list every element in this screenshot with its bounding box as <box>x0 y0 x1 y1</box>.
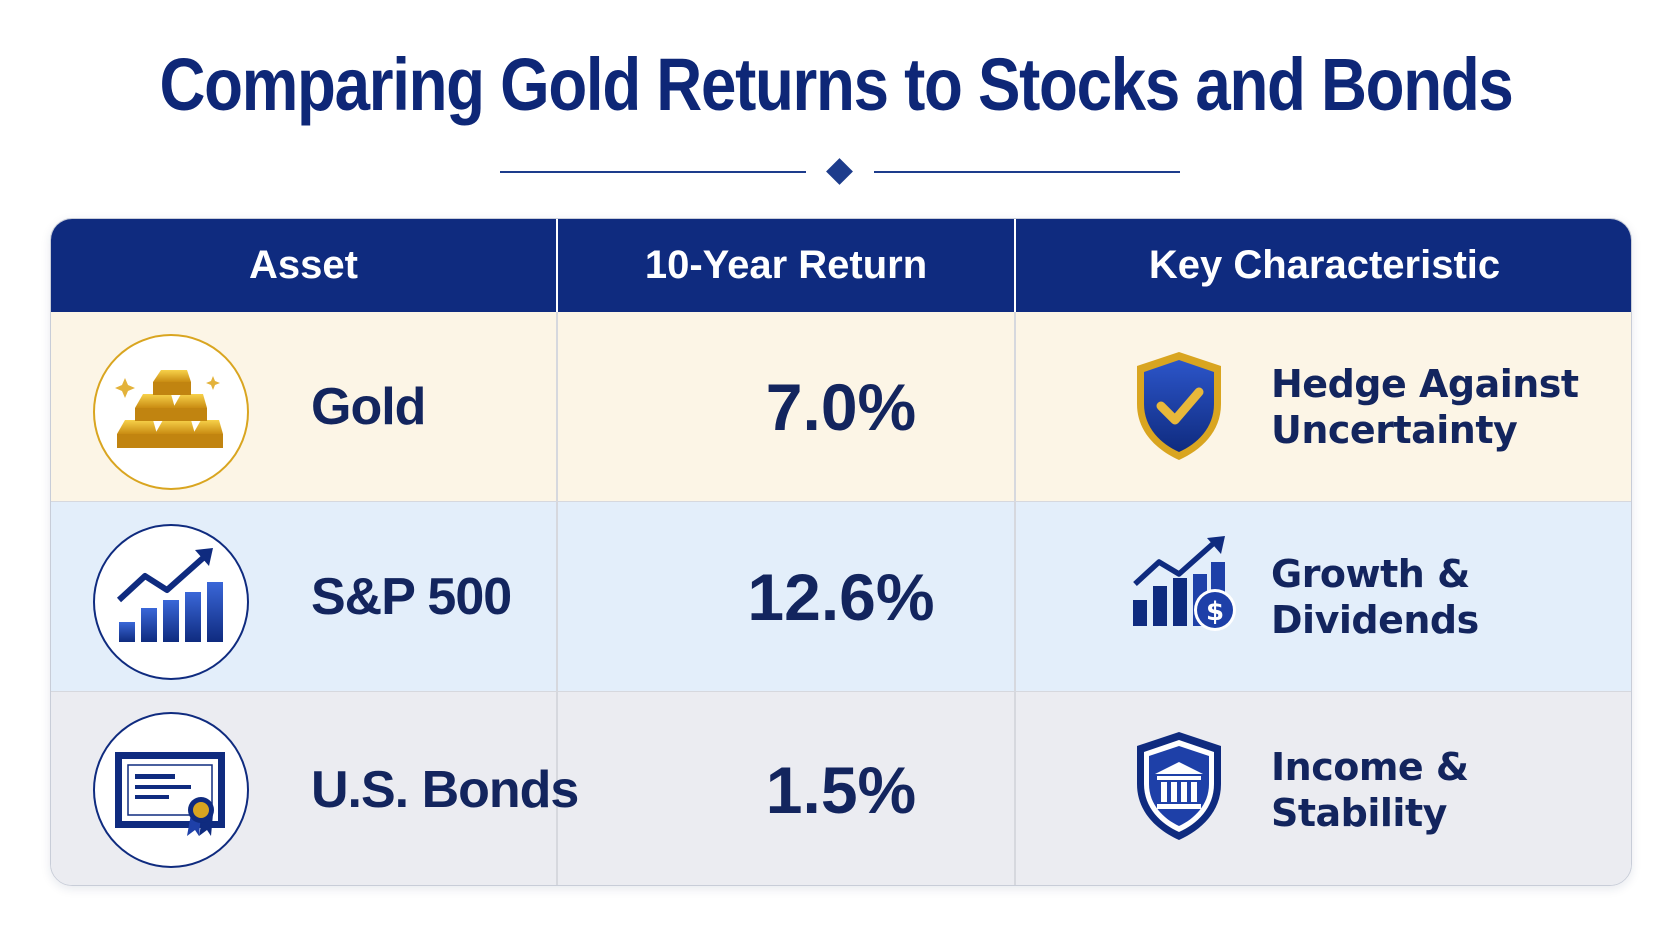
characteristic-sp500-line2: Dividends <box>1271 597 1479 642</box>
return-gold: 7.0% <box>765 369 917 444</box>
chart-dollar-icon: $ <box>1129 534 1239 639</box>
header-return: 10-Year Return <box>644 243 928 287</box>
characteristic-bonds-line1: Income & <box>1271 744 1469 789</box>
bond-certificate-icon <box>93 712 249 868</box>
characteristic-gold-line2: Uncertainty <box>1271 407 1518 452</box>
title-divider <box>500 158 1180 185</box>
characteristic-bonds-line2: Stability <box>1271 790 1447 835</box>
return-bonds: 1.5% <box>765 752 917 827</box>
page-title: Comparing Gold Returns to Stocks and Bon… <box>159 43 1513 126</box>
table-row-gold: Gold 7.0% Hedge Against Uncertainty <box>51 312 1631 502</box>
table-row-sp500: S&P 500 12.6% $ Growth & Dividends <box>51 502 1631 692</box>
characteristic-sp500: Growth & Dividends <box>1271 502 1479 691</box>
characteristic-gold-line1: Hedge Against <box>1271 361 1579 406</box>
asset-name-bonds: U.S. Bonds <box>311 760 579 819</box>
header-characteristic: Key Characteristic <box>1148 243 1501 287</box>
shield-check-icon <box>1129 348 1229 469</box>
characteristic-bonds: Income & Stability <box>1271 692 1469 885</box>
table-header: Asset 10-Year Return Key Characteristic <box>51 219 1631 312</box>
asset-name-sp500: S&P 500 <box>311 567 512 626</box>
table-row-bonds: U.S. Bonds 1.5% Income & Stability <box>51 692 1631 885</box>
svg-text:$: $ <box>1206 597 1224 627</box>
growth-chart-icon <box>93 524 249 680</box>
return-sp500: 12.6% <box>747 559 935 634</box>
header-asset: Asset <box>249 243 358 287</box>
comparison-table: Asset 10-Year Return Key Characteristic <box>50 218 1632 886</box>
characteristic-gold: Hedge Against Uncertainty <box>1271 312 1579 501</box>
asset-name-gold: Gold <box>311 377 426 436</box>
bank-shield-icon <box>1129 728 1229 849</box>
diamond-icon <box>826 158 853 185</box>
characteristic-sp500-line1: Growth & <box>1271 551 1470 596</box>
gold-bars-icon <box>93 334 249 490</box>
